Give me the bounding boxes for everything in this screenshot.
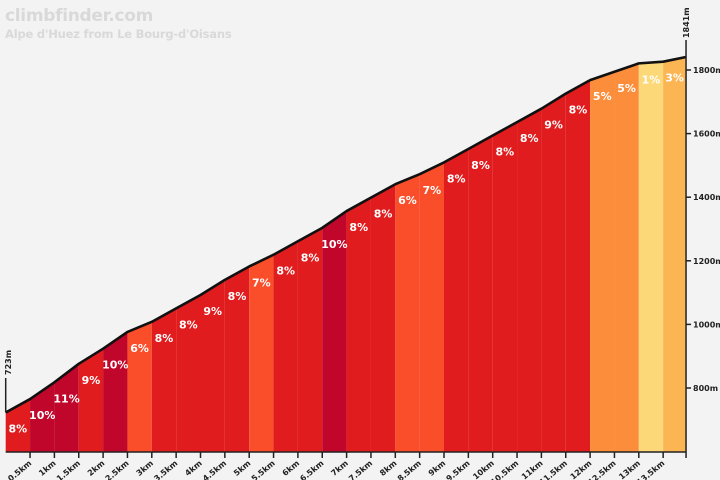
grade-label: 9% <box>82 374 101 387</box>
grade-segment <box>395 174 420 452</box>
grade-label: 5% <box>593 90 612 103</box>
grade-label: 6% <box>398 194 417 207</box>
x-tick-label: 4.5km <box>201 459 228 480</box>
brand-logo-text: climbfinder.com <box>5 6 154 26</box>
y-tick-label: 1600m <box>693 130 720 139</box>
grade-label: 10% <box>102 359 128 372</box>
grade-segment <box>370 184 396 452</box>
x-tick-label: 7km <box>329 459 350 478</box>
grade-label: 9% <box>203 305 222 318</box>
y-tick-label: 1800m <box>693 66 720 75</box>
grade-segment <box>127 321 152 452</box>
x-tick-label: 6.5km <box>298 459 325 480</box>
climb-title: Alpe d'Huez from Le Bourg-d'Oisans <box>5 27 232 41</box>
grade-segment <box>200 279 225 452</box>
grade-segment <box>590 71 615 452</box>
y-tick-label: 1200m <box>693 257 720 266</box>
grade-segment <box>444 148 469 452</box>
x-tick-label: 4km <box>183 459 204 478</box>
x-tick-label: 8.5km <box>396 459 423 480</box>
grade-label: 8% <box>496 146 515 159</box>
grade-segment <box>273 241 298 452</box>
grade-segment <box>176 294 201 452</box>
grade-segment <box>54 363 79 452</box>
x-tick-label: 1km <box>37 459 58 478</box>
grade-label: 8% <box>471 159 490 172</box>
end-elevation-label: 1841m <box>682 7 691 38</box>
x-tick-label: 3km <box>135 459 156 478</box>
y-tick-label: 800m <box>693 384 718 393</box>
grade-segment <box>249 254 274 452</box>
x-tick-label: 5km <box>232 459 253 478</box>
grade-segment <box>638 61 664 452</box>
grade-label: 7% <box>252 276 271 289</box>
x-tick-label: 11.5km <box>538 459 569 480</box>
grade-label: 8% <box>520 132 539 145</box>
grade-label: 8% <box>374 208 393 221</box>
grade-label: 8% <box>349 221 368 234</box>
grade-segment <box>346 197 371 452</box>
grade-segment <box>78 348 104 452</box>
grade-segment <box>297 227 323 452</box>
x-tick-label: 13.5km <box>635 459 666 480</box>
x-tick-label: 7.5km <box>347 459 374 480</box>
y-tick-label: 1400m <box>693 193 720 202</box>
grade-label: 11% <box>53 392 79 405</box>
grade-segment <box>565 80 591 452</box>
x-tick-label: 12.5km <box>586 459 617 480</box>
profile-line <box>5 55 687 414</box>
x-tick-label: 9.5km <box>445 459 472 480</box>
x-tick-label: 5.5km <box>250 459 277 480</box>
grade-segment <box>151 308 177 452</box>
grade-label: 3% <box>665 72 684 85</box>
grade-segment <box>517 108 542 452</box>
grade-label: 10% <box>321 238 347 251</box>
grade-label: 7% <box>422 184 441 197</box>
x-tick-label: 2.5km <box>104 459 131 480</box>
x-tick-label: 9km <box>427 459 448 478</box>
grade-segment <box>322 211 347 452</box>
grade-label: 8% <box>569 104 588 117</box>
grade-label: 10% <box>29 409 55 422</box>
grade-label: 9% <box>544 119 563 132</box>
grade-label: 8% <box>228 290 247 303</box>
grade-label: 8% <box>155 332 174 345</box>
grade-label: 8% <box>9 422 28 435</box>
grade-label: 6% <box>130 342 149 355</box>
grade-segment <box>468 135 493 452</box>
grade-label: 8% <box>447 172 466 185</box>
grade-segment <box>663 56 687 452</box>
x-tick-label: 1.5km <box>55 459 82 480</box>
grade-segment <box>419 162 444 452</box>
grade-segment <box>541 93 566 452</box>
x-tick-label: 3.5km <box>152 459 179 480</box>
grade-label: 8% <box>276 265 295 278</box>
x-tick-label: 8km <box>378 459 399 478</box>
grade-segment <box>103 331 128 452</box>
grade-label: 5% <box>617 82 636 95</box>
x-tick-label: 2km <box>86 459 107 478</box>
grade-label: 1% <box>642 73 661 86</box>
grade-segment <box>224 266 250 452</box>
y-tick-label: 1000m <box>693 320 720 329</box>
grade-segment <box>614 63 639 452</box>
start-elevation-label: 723m <box>4 350 13 375</box>
grade-segment <box>30 382 55 452</box>
x-tick-label: 10.5km <box>489 459 520 480</box>
x-tick-label: 6km <box>281 459 302 478</box>
grade-segment <box>492 122 518 452</box>
x-tick-label: 0.5km <box>6 459 33 480</box>
grade-segment <box>5 399 31 452</box>
grade-label: 8% <box>301 251 320 264</box>
grade-label: 8% <box>179 318 198 331</box>
